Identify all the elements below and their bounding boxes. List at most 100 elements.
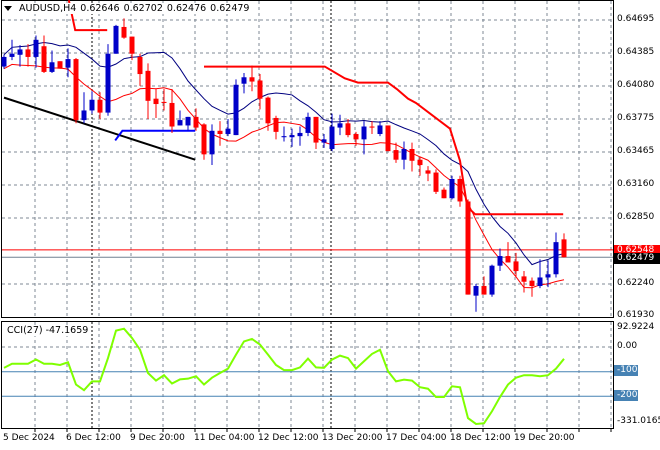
price-label: 0.63465 <box>617 146 655 156</box>
candle-body <box>241 77 247 84</box>
candle-body <box>105 53 111 113</box>
candle-body <box>121 26 127 38</box>
candle-body <box>209 130 215 155</box>
candle-body <box>361 126 367 140</box>
dropdown-triangle-icon[interactable] <box>4 6 12 11</box>
candle-body <box>425 170 431 174</box>
high-value: 0.62702 <box>123 3 163 14</box>
candle-body <box>449 178 455 199</box>
candle-body <box>497 256 503 266</box>
candle-body <box>73 59 79 121</box>
time-label: 13 Dec 20:00 <box>322 433 383 443</box>
candle-body <box>9 53 15 57</box>
candle-body <box>137 56 143 75</box>
candle-body <box>457 178 463 202</box>
candle-body <box>505 256 511 263</box>
candle-body <box>217 130 223 135</box>
time-label: 19 Dec 20:00 <box>514 433 575 443</box>
candle-body <box>489 265 495 295</box>
upper-moving-average <box>3 41 565 266</box>
candle-body <box>281 136 287 138</box>
time-label: 18 Dec 12:00 <box>450 433 511 443</box>
cci-max-label: 92.9224 <box>617 322 655 332</box>
candle-body <box>481 286 487 295</box>
candle-body <box>345 123 351 136</box>
candle-body <box>145 70 151 101</box>
candle-body <box>225 128 231 135</box>
candle-body <box>129 36 135 54</box>
candle-body <box>265 97 271 124</box>
candle-body <box>25 49 31 57</box>
candle-body <box>273 117 279 132</box>
candle-body <box>97 99 103 113</box>
candle-body <box>401 148 407 160</box>
cci-panel-frame <box>1 321 614 429</box>
candle-body <box>433 172 439 192</box>
candle-body <box>193 116 199 128</box>
candle-body <box>113 25 119 54</box>
candle-body <box>385 125 391 152</box>
candle-body <box>377 125 383 135</box>
candle-body <box>49 62 55 72</box>
bid-price-marker: 0.62479 <box>614 253 660 264</box>
close-value: 0.62479 <box>210 3 250 14</box>
candle-body <box>393 150 399 160</box>
candle-body <box>89 99 95 111</box>
cci-level-100-label: -100 <box>614 365 638 376</box>
candle-body <box>369 126 375 128</box>
candle-body <box>321 139 327 143</box>
candle-body <box>441 189 447 199</box>
price-label: 0.62240 <box>617 278 655 288</box>
cci-line <box>3 327 565 426</box>
candle-body <box>465 201 471 295</box>
price-label: 0.64385 <box>617 47 655 57</box>
cci-zero-label: 0.00 <box>617 341 638 351</box>
support-line <box>114 129 196 142</box>
candle-body <box>41 46 47 72</box>
candle-body <box>329 126 335 149</box>
candle-body <box>161 101 167 103</box>
candle-body <box>289 135 295 138</box>
time-label: 11 Dec 04:00 <box>194 433 255 443</box>
price-label: 0.62850 <box>617 212 655 222</box>
candle-body <box>313 116 319 143</box>
main-panel-frame <box>1 0 614 318</box>
candle-body <box>81 110 87 121</box>
cci-title: CCI(27) -47.1659 <box>7 325 89 336</box>
candle-body <box>201 124 207 155</box>
candle-body <box>65 59 71 68</box>
candle-body <box>553 242 559 275</box>
candle-body <box>57 61 63 69</box>
candle-body <box>521 276 527 282</box>
cci-min-label: -331.0165 <box>617 416 660 426</box>
symbol-label: AUDUSD,H4 <box>19 3 77 14</box>
candle-body <box>353 134 359 140</box>
open-value: 0.62646 <box>80 3 120 14</box>
price-label: 0.64080 <box>617 80 655 90</box>
price-label: 0.63775 <box>617 113 655 123</box>
candle-body <box>185 116 191 126</box>
candle-body <box>17 49 23 55</box>
lower-moving-average <box>3 63 565 289</box>
candle-body <box>409 148 415 161</box>
candle-body <box>233 84 239 136</box>
trend-line <box>3 96 196 161</box>
candle-body <box>473 286 479 296</box>
time-label: 5 Dec 2024 <box>3 433 55 443</box>
candle-body <box>297 132 303 137</box>
candle-body <box>417 159 423 166</box>
candle-body <box>153 98 159 105</box>
candle-body <box>305 116 311 133</box>
candle-body <box>529 280 535 287</box>
candle-body <box>1 56 7 67</box>
candle-body <box>249 77 255 82</box>
price-label: 0.63160 <box>617 179 655 189</box>
time-label: 6 Dec 12:00 <box>66 433 121 443</box>
cci-level-200-label: -200 <box>614 390 638 401</box>
candle-body <box>545 274 551 278</box>
candle-body <box>537 277 543 287</box>
time-label: 17 Dec 04:00 <box>386 433 447 443</box>
candle-body <box>169 102 175 127</box>
chart-header: AUDUSD,H4 0.62646 0.62702 0.62476 0.6247… <box>4 3 252 14</box>
